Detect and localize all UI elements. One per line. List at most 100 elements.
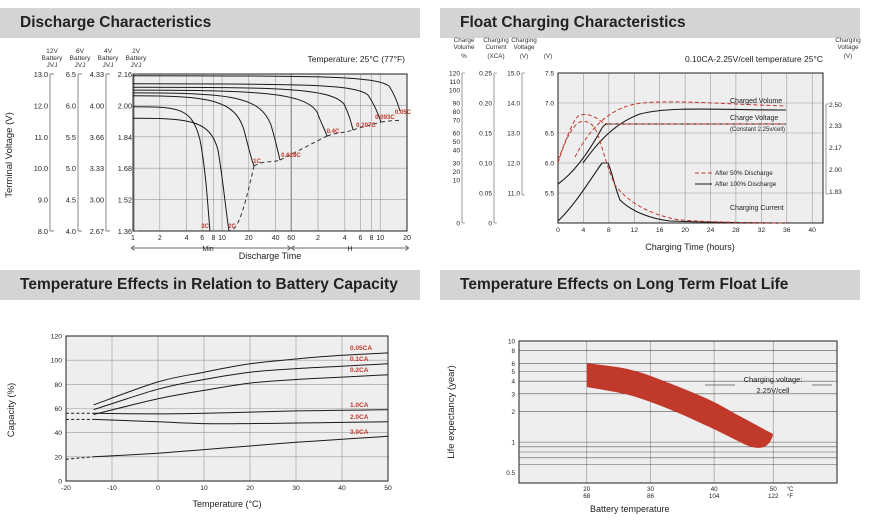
svg-text:2V: 2V: [132, 48, 141, 55]
svg-text:2.00: 2.00: [829, 167, 842, 174]
svg-text:(V): (V): [844, 53, 852, 60]
svg-text:1.84: 1.84: [118, 133, 132, 142]
svg-text:0.4C: 0.4C: [327, 128, 340, 135]
svg-text:5.5: 5.5: [66, 133, 76, 142]
svg-text:JVJ: JVJ: [131, 62, 142, 69]
svg-text:60: 60: [54, 406, 62, 413]
svg-text:Life expectancy (year): Life expectancy (year): [446, 365, 457, 458]
svg-text:Battery: Battery: [126, 55, 148, 62]
svg-text:20: 20: [681, 227, 689, 234]
svg-text:0: 0: [156, 485, 160, 492]
svg-text:1.68: 1.68: [118, 164, 132, 173]
svg-text:4.0: 4.0: [66, 227, 76, 236]
svg-text:0.15: 0.15: [479, 131, 492, 138]
svg-text:-20: -20: [61, 485, 71, 492]
svg-text:2: 2: [158, 235, 162, 242]
svg-text:10: 10: [453, 178, 461, 185]
svg-text:120: 120: [449, 71, 460, 78]
svg-text:Charging: Charging: [483, 37, 509, 44]
svg-text:40: 40: [338, 485, 346, 492]
svg-text:2C: 2C: [228, 223, 236, 230]
svg-text:3.0CA: 3.0CA: [350, 429, 369, 436]
svg-text:(V): (V): [520, 53, 528, 60]
svg-text:After 50% Discharge: After 50% Discharge: [715, 170, 773, 177]
svg-text:70: 70: [453, 118, 461, 125]
svg-text:Charging Time (hours): Charging Time (hours): [645, 242, 735, 252]
svg-text:°F: °F: [787, 494, 793, 500]
svg-text:6V: 6V: [76, 48, 85, 55]
svg-text:60: 60: [287, 235, 295, 242]
svg-text:80: 80: [453, 109, 461, 116]
svg-text:7.0: 7.0: [545, 101, 554, 108]
svg-text:JVJ: JVJ: [75, 62, 86, 69]
svg-text:2: 2: [511, 409, 515, 416]
svg-text:Charging voltage:: Charging voltage:: [744, 375, 803, 384]
svg-text:0: 0: [556, 227, 560, 234]
svg-text:122: 122: [768, 493, 779, 500]
svg-text:6: 6: [511, 361, 515, 368]
svg-text:(XCA): (XCA): [487, 53, 504, 60]
svg-text:2.25V/cell: 2.25V/cell: [757, 386, 790, 395]
svg-text:6.5: 6.5: [66, 70, 76, 79]
svg-text:Charge Voltage: Charge Voltage: [730, 115, 778, 122]
svg-text:6: 6: [359, 235, 363, 242]
svg-text:0.5: 0.5: [506, 470, 515, 477]
svg-text:30: 30: [453, 161, 461, 168]
svg-text:Volume: Volume: [453, 44, 475, 51]
svg-text:2.67: 2.67: [90, 227, 104, 236]
svg-text:8: 8: [370, 235, 374, 242]
svg-text:Battery: Battery: [42, 55, 64, 62]
svg-text:40: 40: [711, 486, 719, 493]
svg-text:2.33: 2.33: [829, 123, 842, 130]
svg-text:Charging: Charging: [511, 37, 537, 44]
svg-text:12.0: 12.0: [34, 101, 48, 110]
svg-text:0.10CA-2.25V/cell temperature: 0.10CA-2.25V/cell temperature 25°C: [685, 54, 823, 64]
svg-text:50: 50: [453, 139, 461, 146]
svg-text:7.5: 7.5: [545, 71, 554, 78]
svg-text:100: 100: [449, 88, 460, 95]
svg-text:40: 40: [453, 148, 461, 155]
svg-text:20: 20: [54, 454, 62, 461]
svg-text:11.0: 11.0: [34, 133, 48, 142]
svg-text:0.05CA: 0.05CA: [350, 345, 372, 352]
svg-text:15.0: 15.0: [507, 71, 520, 78]
svg-text:Charging: Charging: [835, 37, 861, 44]
svg-text:4: 4: [343, 235, 347, 242]
svg-text:Discharge Time: Discharge Time: [239, 251, 302, 261]
svg-text:8.0: 8.0: [38, 227, 48, 236]
svg-text:60: 60: [453, 131, 461, 138]
svg-text:-10: -10: [107, 485, 117, 492]
svg-text:4V: 4V: [104, 48, 113, 55]
svg-text:0.628C: 0.628C: [281, 152, 301, 159]
svg-text:40: 40: [808, 227, 816, 234]
svg-text:86: 86: [647, 493, 655, 500]
svg-text:Terminal Voltage (V): Terminal Voltage (V): [4, 112, 15, 198]
svg-text:(V): (V): [544, 53, 552, 60]
svg-text:0.2CA: 0.2CA: [350, 367, 369, 374]
svg-text:0: 0: [488, 221, 492, 228]
svg-text:Battery: Battery: [98, 55, 120, 62]
svg-text:2.17: 2.17: [829, 145, 842, 152]
svg-text:Capacity (%): Capacity (%): [6, 383, 17, 437]
svg-text:Min: Min: [202, 246, 213, 253]
svg-text:JVJ: JVJ: [103, 62, 114, 69]
svg-text:20: 20: [245, 235, 253, 242]
svg-text:4: 4: [582, 227, 586, 234]
svg-text:14.0: 14.0: [507, 101, 520, 108]
svg-text:1C: 1C: [253, 158, 261, 165]
svg-text:3.66: 3.66: [90, 133, 104, 142]
svg-text:Current: Current: [486, 44, 507, 51]
svg-text:2.16: 2.16: [118, 70, 132, 79]
svg-text:°C: °C: [787, 487, 794, 493]
svg-text:Voltage: Voltage: [513, 44, 535, 51]
svg-text:0.25: 0.25: [479, 71, 492, 78]
svg-text:11.0: 11.0: [508, 191, 521, 198]
svg-text:2.0CA: 2.0CA: [350, 414, 369, 421]
svg-text:8: 8: [211, 235, 215, 242]
svg-text:9.0: 9.0: [38, 196, 48, 205]
svg-text:0.05: 0.05: [479, 191, 492, 198]
svg-text:4: 4: [511, 379, 515, 386]
svg-text:90: 90: [453, 101, 461, 108]
svg-text:12: 12: [631, 227, 639, 234]
svg-text:H: H: [347, 246, 352, 253]
